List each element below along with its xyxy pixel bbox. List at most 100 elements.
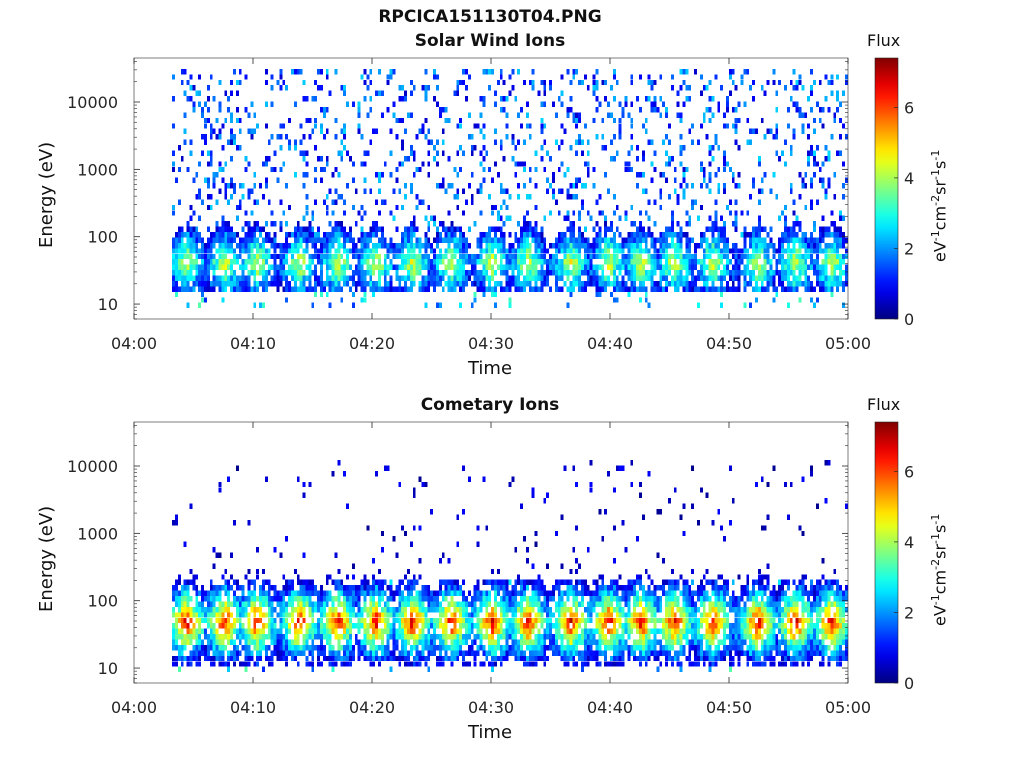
spectrogram-cell (827, 183, 831, 189)
spectrogram-cell (354, 623, 358, 629)
spectrogram-cell (244, 612, 248, 618)
spectrogram-cell (647, 96, 651, 102)
spectrogram-cell (763, 248, 767, 254)
spectrogram-cell (612, 259, 616, 265)
spectrogram-cell (418, 557, 422, 564)
spectrogram-cell (256, 606, 260, 613)
spectrogram-cell (456, 150, 460, 156)
spectrogram-cell (195, 606, 199, 613)
spectrogram-cell (404, 530, 407, 537)
spectrogram-cell (311, 210, 315, 216)
spectrogram-cell (215, 237, 219, 243)
spectrogram-cell (757, 161, 761, 167)
spectrogram-cell (270, 237, 274, 243)
spectrogram-cell (415, 634, 419, 640)
spectrogram-cell (595, 68, 599, 75)
spectrogram-cell (444, 585, 448, 591)
spectrogram-cell (183, 617, 187, 624)
spectrogram-cell (296, 270, 300, 276)
spectrogram-cell (375, 128, 378, 135)
spectrogram-cell (682, 177, 686, 183)
spectrogram-cell (305, 193, 309, 200)
spectrogram-cell (273, 639, 277, 645)
spectrogram-cell (450, 579, 454, 586)
spectrogram-cell (189, 617, 193, 624)
spectrogram-cell (836, 74, 840, 80)
spectrogram-cell (734, 117, 738, 124)
spectrogram-cell (433, 74, 436, 80)
spectrogram-cell (253, 172, 257, 178)
spectrogram-cell (552, 172, 555, 178)
spectrogram-cell (334, 606, 338, 613)
spectrogram-cell (839, 150, 842, 156)
spectrogram-cell (247, 188, 251, 194)
spectrogram-cell (554, 139, 558, 145)
spectrogram-cell (262, 237, 265, 243)
spectrogram-cell (221, 644, 225, 651)
spectrogram-cell (824, 188, 828, 194)
spectrogram-cell (204, 101, 207, 107)
spectrogram-cell (708, 270, 712, 276)
spectrogram-cell (233, 280, 236, 287)
spectrogram-cell (456, 123, 460, 129)
spectrogram-cell (830, 134, 834, 140)
solar-wind-colorbar (874, 57, 899, 320)
spectrogram-cell (517, 139, 521, 145)
spectrogram-cell (615, 280, 619, 287)
spectrogram-cell (177, 270, 181, 276)
spectrogram-cell (409, 242, 413, 249)
spectrogram-cell (528, 264, 532, 270)
spectrogram-cell (320, 166, 323, 173)
spectrogram-cell (772, 248, 776, 254)
spectrogram-cell (615, 264, 619, 270)
spectrogram-cell (763, 90, 767, 96)
spectrogram-cell (554, 270, 558, 276)
spectrogram-cell (267, 199, 271, 205)
spectrogram-cell (378, 628, 381, 634)
spectrogram-cell (775, 123, 779, 129)
spectrogram-cell (801, 183, 805, 189)
spectrogram-cell (752, 253, 755, 260)
spectrogram-cell (183, 585, 187, 591)
spectrogram-cell (534, 248, 538, 254)
spectrogram-cell (320, 177, 323, 183)
spectrogram-cell (230, 139, 233, 145)
spectrogram-cell (276, 628, 280, 634)
spectrogram-cell (583, 253, 587, 260)
spectrogram-cell (807, 96, 811, 102)
spectrogram-cell (711, 286, 715, 292)
spectrogram-cell (505, 259, 509, 265)
spectrogram-cell (578, 215, 581, 222)
spectrogram-cell (244, 242, 248, 249)
spectrogram-cell (827, 286, 831, 292)
spectrogram-cell (752, 226, 755, 232)
spectrogram-cell (670, 74, 674, 80)
spectrogram-cell (186, 166, 190, 173)
spectrogram-cell (424, 606, 428, 613)
spectrogram-cell (421, 617, 425, 624)
spectrogram-cell (349, 628, 352, 634)
spectrogram-cell (465, 650, 468, 656)
spectrogram-cell (554, 199, 558, 205)
spectrogram-cell (360, 590, 364, 596)
spectrogram-cell (392, 590, 396, 596)
spectrogram-cell (552, 177, 555, 183)
spectrogram-cell (409, 248, 413, 254)
spectrogram-cell (328, 606, 332, 613)
spectrogram-cell (331, 612, 335, 618)
spectrogram-cell (441, 612, 445, 618)
spectrogram-cell (177, 226, 181, 232)
spectrogram-cell (607, 248, 610, 254)
spectrogram-cell (540, 237, 544, 243)
spectrogram-cell (795, 248, 799, 254)
spectrogram-cell (256, 596, 260, 602)
spectrogram-cell (262, 264, 265, 270)
spectrogram-cell (441, 634, 445, 640)
spectrogram-cell (175, 514, 178, 520)
spectrogram-cell (473, 601, 477, 607)
spectrogram-cell (195, 634, 199, 640)
spectrogram-cell (407, 628, 410, 634)
spectrogram-cell (293, 232, 297, 238)
spectrogram-cell (305, 286, 309, 292)
spectrogram-cell (734, 128, 738, 135)
